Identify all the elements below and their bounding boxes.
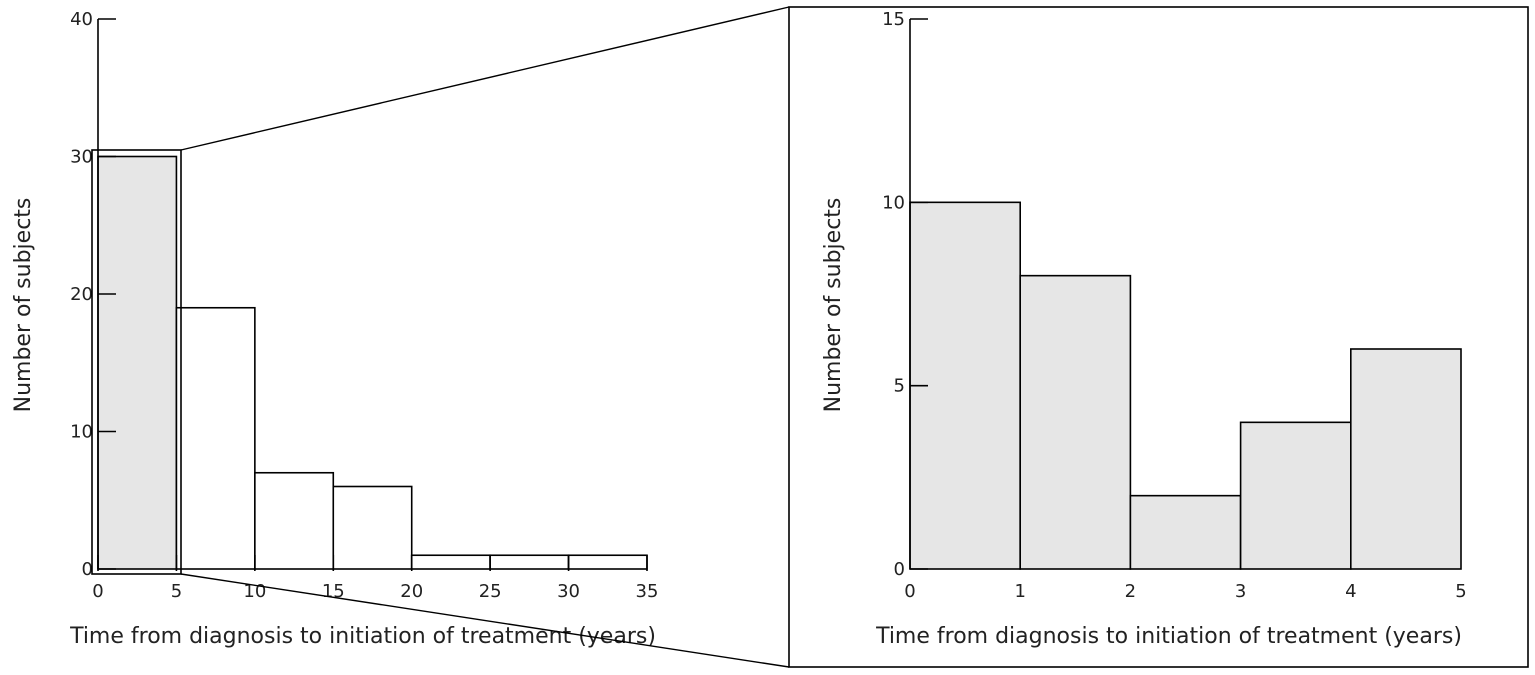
left-x-tick-label: 20: [400, 581, 423, 602]
right-x-tick-label: 3: [1235, 581, 1246, 602]
right-axes: 0 5 10 15 0 1 2 3 4 5: [882, 9, 1467, 602]
left-bar: [175, 306, 256, 570]
left-y-tick-label: 40: [70, 9, 93, 30]
left-x-tick-label: 0: [92, 581, 103, 602]
right-x-tick-label: 2: [1125, 581, 1136, 602]
left-y-axis-title: Number of subjects: [11, 198, 36, 413]
left-bar: [489, 554, 570, 570]
right-bar: [1129, 494, 1242, 570]
right-bar: [1350, 348, 1462, 570]
right-x-tick-label: 1: [1014, 581, 1025, 602]
right-bar: [1019, 274, 1132, 570]
right-x-tick-label: 5: [1455, 581, 1466, 602]
left-bar: [97, 155, 178, 570]
left-bar: [410, 554, 491, 570]
right-histogram: 0 5 10 15 0 1 2 3 4 5 Time from diagnosis to init…: [788, 6, 1529, 668]
left-y-tick-label: 10: [70, 422, 93, 443]
right-x-tick-label: 4: [1345, 581, 1356, 602]
left-bar: [332, 485, 413, 570]
left-bar: [567, 554, 648, 570]
left-x-tick-label: 25: [479, 581, 502, 602]
right-y-tick-label: 5: [894, 376, 905, 397]
left-x-tick-label: 35: [636, 581, 659, 602]
left-x-tick-label: 30: [557, 581, 580, 602]
left-bars: [97, 155, 648, 570]
zoom-highlight-box: [91, 149, 182, 575]
right-y-tick-label: 15: [882, 9, 905, 30]
right-y-tick-label: 0: [894, 559, 905, 580]
left-y-tick-label: 20: [70, 284, 93, 305]
left-bar: [254, 471, 335, 570]
left-y-tick-label: 0: [82, 559, 93, 580]
right-x-axis-title: Time from diagnosis to initiation of tre…: [875, 624, 1462, 649]
zoom-connector-bottom: [180, 573, 790, 668]
left-x-tick-label: 5: [171, 581, 182, 602]
zoom-connector-top: [180, 6, 790, 151]
right-bar: [909, 201, 1021, 570]
right-bar: [1239, 421, 1352, 570]
left-x-axis-title: Time from diagnosis to initiation of tre…: [69, 624, 656, 649]
zoom-connectors: [91, 6, 790, 668]
left-y-tick-label: 30: [70, 147, 93, 168]
right-panel-frame: [788, 6, 1529, 668]
right-y-tick-label: 10: [882, 192, 905, 213]
right-y-axis-title: Number of subjects: [821, 198, 846, 413]
right-bars: [909, 201, 1462, 570]
right-x-tick-label: 0: [904, 581, 915, 602]
